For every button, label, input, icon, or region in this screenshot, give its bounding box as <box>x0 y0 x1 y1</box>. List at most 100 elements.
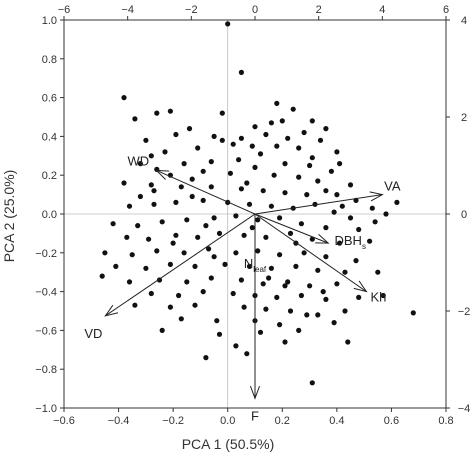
data-point <box>178 316 184 322</box>
loading-arrow-wd <box>156 169 256 215</box>
data-point <box>154 248 160 254</box>
loading-label-subscript: leaf <box>253 265 267 274</box>
data-point <box>200 197 206 203</box>
data-point <box>189 176 195 182</box>
data-point <box>216 230 223 236</box>
data-point <box>208 159 214 165</box>
data-point <box>277 215 283 221</box>
data-point <box>356 294 362 300</box>
y-tick-label: 0.0 <box>42 209 57 221</box>
data-point <box>244 180 250 186</box>
data-point <box>331 320 337 326</box>
data-point <box>241 232 247 238</box>
x-tick-label: −0.4 <box>108 415 130 427</box>
loading-arrowhead-va <box>369 191 384 202</box>
loading-arrowhead-kh <box>353 280 368 293</box>
data-point <box>367 238 373 244</box>
data-point <box>309 236 315 242</box>
data-point <box>307 162 313 169</box>
loading-label-kh: Kh <box>370 290 386 305</box>
data-points <box>99 21 416 386</box>
data-point <box>271 172 277 178</box>
data-point <box>192 302 198 308</box>
data-point <box>151 201 157 207</box>
right-tick-label: 2 <box>461 112 467 124</box>
data-point <box>238 277 244 283</box>
loading-arrowhead-f <box>249 385 261 400</box>
data-point <box>347 182 354 188</box>
data-point <box>222 261 228 267</box>
data-point <box>282 161 288 167</box>
data-point <box>296 327 302 333</box>
data-point <box>394 199 400 205</box>
data-point <box>110 221 116 227</box>
x-tick-label: 0.6 <box>384 415 399 427</box>
data-point <box>181 250 187 256</box>
data-point <box>315 178 321 184</box>
data-point <box>334 149 340 155</box>
y-tick-label: −0.4 <box>35 287 57 299</box>
data-point <box>181 161 187 167</box>
data-point <box>369 205 375 211</box>
data-point <box>173 199 179 205</box>
data-point <box>244 351 250 357</box>
data-point <box>328 168 334 174</box>
data-point <box>178 184 184 190</box>
data-point <box>121 95 127 101</box>
data-point <box>195 145 201 151</box>
data-point <box>219 110 225 116</box>
data-point <box>274 143 280 149</box>
data-point <box>342 308 348 314</box>
right-tick-label: 4 <box>461 15 467 27</box>
data-point <box>339 203 345 209</box>
data-point <box>148 290 154 297</box>
x-tick-label: −0.2 <box>162 415 184 427</box>
data-point <box>323 296 329 302</box>
y-tick-label: 0.2 <box>42 170 57 182</box>
data-point <box>167 304 173 310</box>
data-point <box>249 225 255 231</box>
data-point <box>154 110 160 116</box>
data-point <box>227 170 233 176</box>
data-point <box>200 168 206 174</box>
data-point <box>274 294 280 300</box>
data-point <box>266 275 272 281</box>
data-point <box>132 302 138 308</box>
data-point <box>383 211 389 217</box>
data-point <box>317 137 324 143</box>
data-point <box>233 213 239 219</box>
data-point <box>260 281 266 287</box>
data-point <box>208 275 214 281</box>
data-point <box>277 322 283 328</box>
data-point <box>124 234 130 240</box>
loading-arrow-vd <box>105 213 256 317</box>
data-point <box>309 155 315 161</box>
data-point <box>206 246 212 252</box>
data-point <box>380 292 386 299</box>
right-tick-label: 0 <box>461 209 467 221</box>
data-point <box>252 164 258 170</box>
data-point <box>309 118 315 124</box>
y-tick-label: −1.0 <box>35 403 57 415</box>
data-point <box>293 263 299 269</box>
data-point <box>230 290 236 297</box>
data-point <box>113 263 119 269</box>
data-point <box>173 131 179 138</box>
y-tick-label: 1.0 <box>42 15 57 27</box>
data-point <box>296 145 302 151</box>
y-tick-label: 0.6 <box>42 93 57 105</box>
top-tick-label: 4 <box>379 4 385 16</box>
data-point <box>238 69 244 75</box>
data-point <box>121 180 127 186</box>
data-point <box>167 261 173 267</box>
data-point <box>255 248 261 254</box>
loading-arrowhead-wd <box>155 169 170 180</box>
data-point <box>238 135 244 141</box>
data-point <box>170 240 176 246</box>
x-tick-label: 0.4 <box>329 415 344 427</box>
data-point <box>301 250 307 256</box>
x-tick-label: −0.6 <box>53 415 75 427</box>
y-tick-label: 0.4 <box>42 131 57 143</box>
